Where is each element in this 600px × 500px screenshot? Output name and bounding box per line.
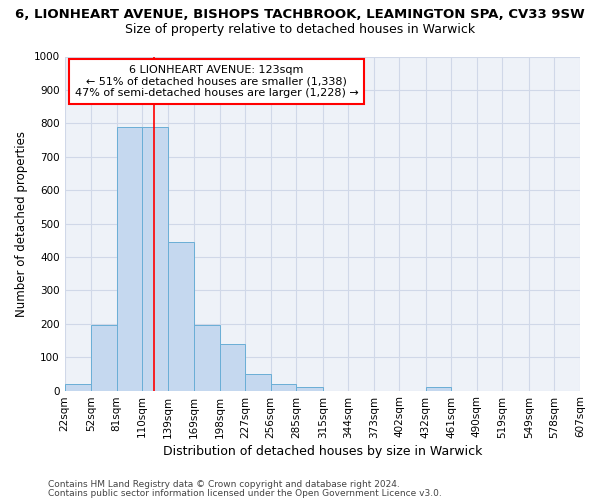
Bar xyxy=(271,384,296,390)
Bar xyxy=(142,126,167,390)
Text: Contains HM Land Registry data © Crown copyright and database right 2024.: Contains HM Land Registry data © Crown c… xyxy=(48,480,400,489)
Text: 6 LIONHEART AVENUE: 123sqm
← 51% of detached houses are smaller (1,338)
47% of s: 6 LIONHEART AVENUE: 123sqm ← 51% of deta… xyxy=(75,65,358,98)
Bar xyxy=(220,344,245,391)
Text: Contains public sector information licensed under the Open Government Licence v3: Contains public sector information licen… xyxy=(48,488,442,498)
Bar xyxy=(91,326,116,390)
X-axis label: Distribution of detached houses by size in Warwick: Distribution of detached houses by size … xyxy=(163,444,482,458)
Y-axis label: Number of detached properties: Number of detached properties xyxy=(15,130,28,316)
Bar xyxy=(116,126,142,390)
Bar xyxy=(194,326,220,390)
Text: Size of property relative to detached houses in Warwick: Size of property relative to detached ho… xyxy=(125,22,475,36)
Bar xyxy=(296,386,323,390)
Text: 6, LIONHEART AVENUE, BISHOPS TACHBROOK, LEAMINGTON SPA, CV33 9SW: 6, LIONHEART AVENUE, BISHOPS TACHBROOK, … xyxy=(15,8,585,20)
Bar xyxy=(426,387,451,390)
Bar xyxy=(245,374,271,390)
Bar xyxy=(65,384,91,390)
Bar xyxy=(167,242,194,390)
